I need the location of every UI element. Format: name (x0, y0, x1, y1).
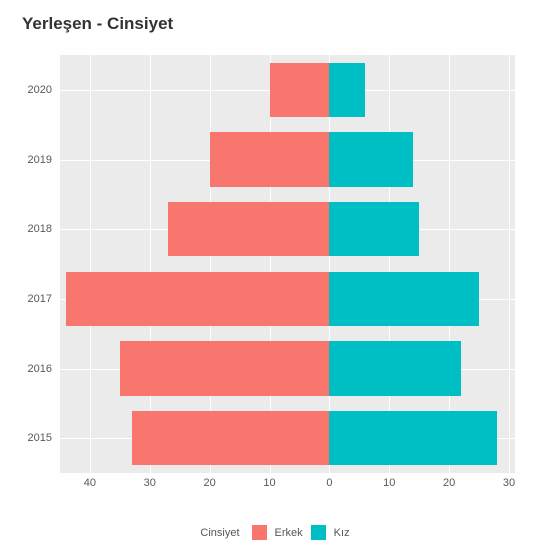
chart-container: Yerleşen - Cinsiyet 40 30 20 10 0 10 20 30 2015… (0, 0, 550, 550)
bar-kiz-2020 (329, 63, 365, 117)
legend: Cinsiyet Erkek Kız (0, 525, 550, 540)
legend-title: Cinsiyet (200, 527, 239, 539)
x-tick: 40 (84, 477, 96, 489)
legend-swatch-kiz (311, 525, 326, 540)
bar-erkek-2018 (168, 202, 330, 256)
x-tick: 30 (503, 477, 515, 489)
x-tick: 10 (263, 477, 275, 489)
legend-label-kiz: Kız (334, 527, 350, 539)
y-tick: 2016 (0, 363, 52, 375)
bar-kiz-2019 (329, 132, 413, 186)
x-tick: 10 (383, 477, 395, 489)
x-tick: 20 (204, 477, 216, 489)
bar-kiz-2017 (329, 272, 479, 326)
x-tick: 0 (326, 477, 332, 489)
bar-erkek-2015 (132, 411, 330, 465)
legend-label-erkek: Erkek (275, 527, 303, 539)
y-tick: 2018 (0, 223, 52, 235)
bar-kiz-2018 (329, 202, 419, 256)
plot-area (60, 55, 515, 473)
chart-title: Yerleşen - Cinsiyet (22, 14, 173, 34)
bar-kiz-2016 (329, 341, 461, 395)
y-tick: 2020 (0, 84, 52, 96)
x-tick: 20 (443, 477, 455, 489)
bar-erkek-2019 (210, 132, 330, 186)
bar-erkek-2020 (270, 63, 330, 117)
y-tick: 2015 (0, 432, 52, 444)
x-tick: 30 (144, 477, 156, 489)
bar-kiz-2015 (329, 411, 497, 465)
y-tick: 2017 (0, 293, 52, 305)
y-tick: 2019 (0, 154, 52, 166)
legend-swatch-erkek (252, 525, 267, 540)
bar-erkek-2016 (120, 341, 330, 395)
bar-erkek-2017 (66, 272, 329, 326)
